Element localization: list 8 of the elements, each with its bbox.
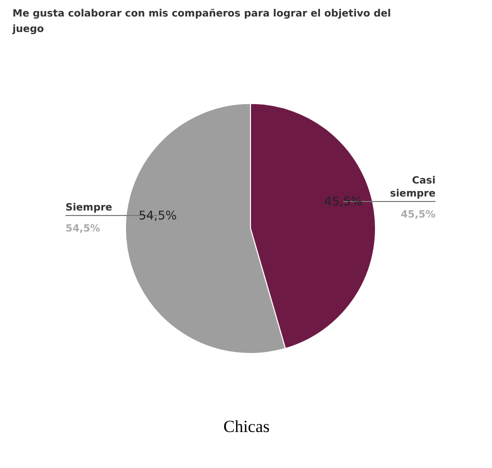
text: Chicas	[223, 417, 270, 436]
text: 54,5%	[66, 224, 100, 235]
text: 45,5%	[400, 209, 436, 220]
data-label: 45,5%	[324, 194, 362, 208]
slice-label: Casi siempre	[390, 175, 436, 200]
chart-title: Me gusta colaborar con mis compañeros para lograr el objetivo del juego	[12, 8, 391, 35]
slice-label: Siempre	[66, 202, 112, 214]
data-label: 54,5%	[138, 208, 177, 223]
